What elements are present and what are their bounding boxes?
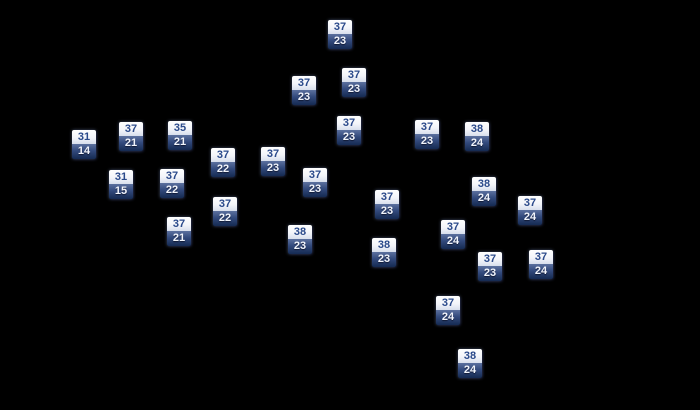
high-temp: 38	[458, 349, 482, 363]
temp-plate[interactable]: 37 23	[375, 190, 399, 219]
temp-plate[interactable]: 37 21	[167, 217, 191, 246]
temp-plate[interactable]: 38 24	[465, 122, 489, 151]
low-temp: 23	[288, 239, 312, 254]
low-temp: 23	[292, 90, 316, 105]
temp-plate[interactable]: 37 22	[211, 148, 235, 177]
temp-plate[interactable]: 37 23	[328, 20, 352, 49]
low-temp: 23	[342, 82, 366, 97]
temp-plate[interactable]: 37 23	[337, 116, 361, 145]
low-temp: 24	[518, 210, 542, 225]
low-temp: 23	[303, 182, 327, 197]
high-temp: 37	[518, 196, 542, 210]
low-temp: 23	[372, 252, 396, 267]
low-temp: 23	[375, 204, 399, 219]
high-temp: 37	[478, 252, 502, 266]
low-temp: 21	[167, 231, 191, 246]
temp-plate[interactable]: 37 23	[292, 76, 316, 105]
high-temp: 37	[261, 147, 285, 161]
high-temp: 38	[288, 225, 312, 239]
high-temp: 38	[465, 122, 489, 136]
high-temp: 37	[160, 169, 184, 183]
high-temp: 37	[529, 250, 553, 264]
low-temp: 22	[211, 162, 235, 177]
low-temp: 23	[261, 161, 285, 176]
low-temp: 23	[337, 130, 361, 145]
high-temp: 31	[109, 170, 133, 184]
low-temp: 24	[465, 136, 489, 151]
temp-plate[interactable]: 37 23	[342, 68, 366, 97]
high-temp: 31	[72, 130, 96, 144]
temp-plate[interactable]: 38 24	[458, 349, 482, 378]
temp-plate[interactable]: 37 24	[441, 220, 465, 249]
low-temp: 21	[168, 135, 192, 150]
temp-plate[interactable]: 37 24	[518, 196, 542, 225]
temp-plate[interactable]: 37 24	[436, 296, 460, 325]
high-temp: 37	[213, 197, 237, 211]
temp-plate[interactable]: 37 23	[303, 168, 327, 197]
low-temp: 21	[119, 136, 143, 151]
temp-plate[interactable]: 37 23	[261, 147, 285, 176]
temp-plate[interactable]: 31 14	[72, 130, 96, 159]
temp-plate[interactable]: 35 21	[168, 121, 192, 150]
low-temp: 22	[213, 211, 237, 226]
temp-plate[interactable]: 31 15	[109, 170, 133, 199]
high-temp: 38	[372, 238, 396, 252]
temp-plate[interactable]: 38 23	[372, 238, 396, 267]
low-temp: 23	[478, 266, 502, 281]
low-temp: 24	[472, 191, 496, 206]
high-temp: 37	[167, 217, 191, 231]
high-temp: 37	[119, 122, 143, 136]
low-temp: 24	[441, 234, 465, 249]
temp-plate[interactable]: 37 21	[119, 122, 143, 151]
low-temp: 24	[458, 363, 482, 378]
temp-plate[interactable]: 38 23	[288, 225, 312, 254]
low-temp: 22	[160, 183, 184, 198]
temp-plate[interactable]: 37 22	[213, 197, 237, 226]
high-temp: 37	[415, 120, 439, 134]
high-temp: 37	[211, 148, 235, 162]
high-temp: 38	[472, 177, 496, 191]
high-temp: 37	[292, 76, 316, 90]
high-temp: 37	[436, 296, 460, 310]
temp-plate[interactable]: 37 22	[160, 169, 184, 198]
high-temp: 37	[337, 116, 361, 130]
high-temp: 37	[328, 20, 352, 34]
high-temp: 37	[303, 168, 327, 182]
low-temp: 23	[328, 34, 352, 49]
temp-plate[interactable]: 37 23	[415, 120, 439, 149]
high-temp: 37	[342, 68, 366, 82]
temp-plate[interactable]: 37 23	[478, 252, 502, 281]
low-temp: 14	[72, 144, 96, 159]
high-temp: 37	[375, 190, 399, 204]
high-temp: 37	[441, 220, 465, 234]
low-temp: 24	[436, 310, 460, 325]
high-temp: 35	[168, 121, 192, 135]
low-temp: 15	[109, 184, 133, 199]
temp-plate[interactable]: 37 24	[529, 250, 553, 279]
temp-plate[interactable]: 38 24	[472, 177, 496, 206]
low-temp: 24	[529, 264, 553, 279]
low-temp: 23	[415, 134, 439, 149]
